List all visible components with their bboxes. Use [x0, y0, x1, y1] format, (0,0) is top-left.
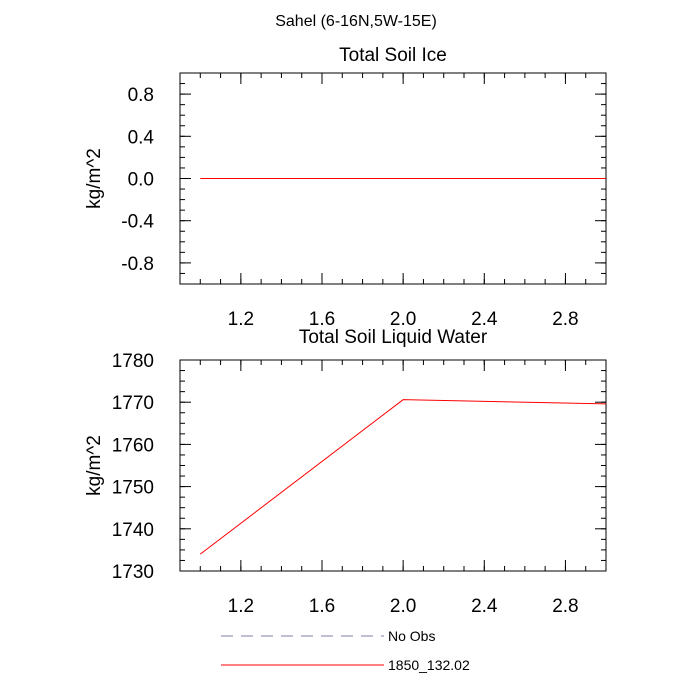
y-tick-label: -0.8	[121, 254, 154, 275]
panel-bottom: Total Soil Liquid Water 1.2 1.6 2.0 2.4 2.8 1…	[84, 327, 607, 617]
series-line	[199, 399, 607, 555]
legend-label: 1850_132.02	[388, 657, 470, 673]
y-axis-label: kg/m^2	[84, 148, 105, 209]
x-tick-label: 2.4	[471, 309, 498, 330]
panel-title: Total Soil Ice	[339, 45, 447, 66]
legend-label: No Obs	[388, 628, 435, 644]
y-tick-label: -0.4	[121, 212, 154, 233]
y-tick-label: 0.4	[128, 127, 155, 148]
x-tick-label: 1.6	[309, 596, 335, 617]
x-tick-label: 1.2	[228, 596, 254, 617]
x-tick-label: 2.8	[552, 596, 578, 617]
plot-frame	[179, 359, 607, 572]
y-tick-label: 1750	[112, 478, 154, 499]
x-tick-label: 2.8	[552, 309, 578, 330]
y-tick-label: 1760	[112, 435, 154, 456]
x-tick-label: 2.0	[390, 596, 416, 617]
panel-top: Total Soil Ice 1.2 1.6 2.0 2.4 2.8 -0.8 -0.4 0.…	[84, 45, 607, 330]
x-tick-label: 2.4	[471, 596, 498, 617]
x-tick-label: 1.2	[228, 309, 254, 330]
y-axis-label: kg/m^2	[84, 435, 105, 496]
figure-title: Sahel (6-16N,5W-15E)	[275, 13, 437, 30]
panel-title: Total Soil Liquid Water	[299, 327, 488, 348]
legend: No Obs 1850_132.02	[221, 628, 470, 673]
y-tick-label: 0.8	[128, 85, 154, 106]
x-tick-label: 2.0	[390, 309, 416, 330]
y-tick-label: 1780	[112, 351, 154, 372]
y-tick-label: 1740	[112, 520, 154, 541]
y-tick-label: 0.0	[128, 170, 154, 191]
y-tick-label: 1730	[112, 562, 154, 583]
x-tick-label: 1.6	[309, 309, 335, 330]
y-tick-label: 1770	[112, 393, 154, 414]
